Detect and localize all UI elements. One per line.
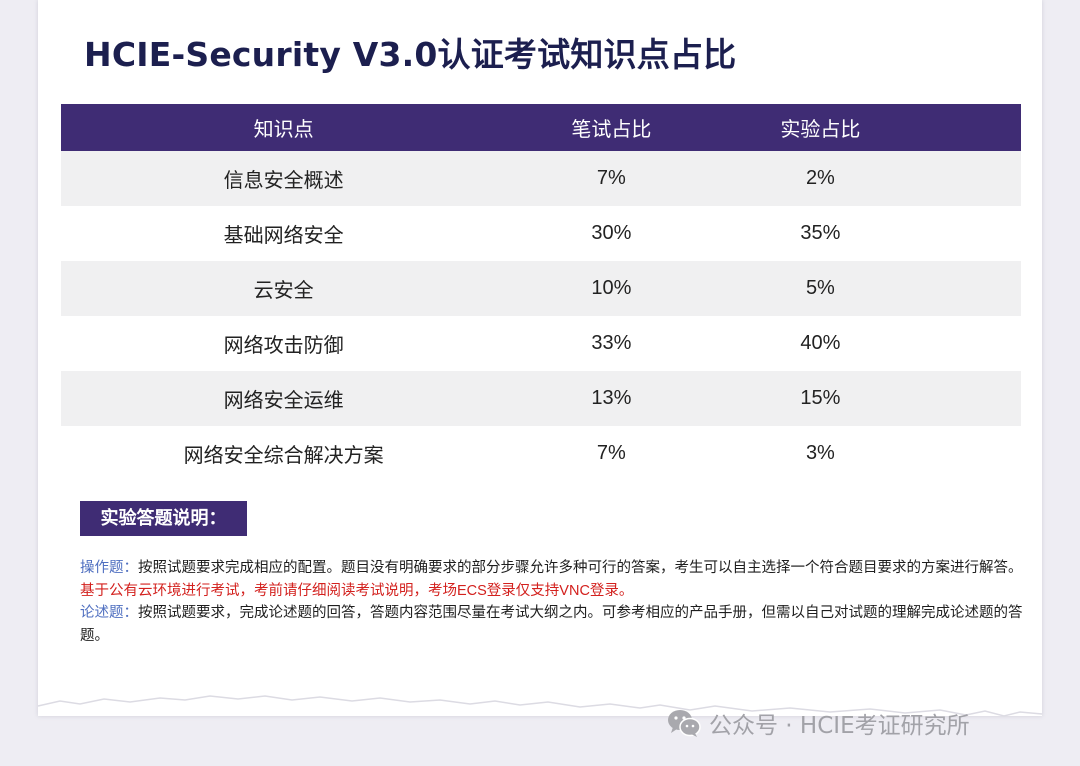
written-ratio-cell: 30% <box>506 206 717 261</box>
topic-cell: 网络安全运维 <box>61 371 507 426</box>
watermark-text: 公众号 · HCIE考证研究所 <box>709 713 970 739</box>
table-row: 信息安全概述 7% 2% <box>61 151 1021 206</box>
essay-label: 论述题： <box>80 605 138 621</box>
lab-instructions-heading: 实验答题说明： <box>80 501 247 536</box>
operation-text: 按照试题要求完成相应的配置。题目没有明确要求的部分步骤允许多种可行的答案，考生可… <box>138 560 1023 576</box>
lab-ratio-cell: 15% <box>716 371 1021 426</box>
lab-ratio-value: 2% <box>805 167 835 189</box>
wechat-watermark: 公众号 · HCIE考证研究所 <box>667 705 970 741</box>
table-row: 网络安全运维 13% 15% <box>61 371 1021 426</box>
column-header-written-ratio: 笔试占比 <box>506 104 717 151</box>
knowledge-ratio-table: 知识点 笔试占比 实验占比 信息安全概述 7% 2% 基础网络安全 30% 35… <box>61 104 1021 481</box>
essay-note: 论述题：按照试题要求，完成论述题的回答，答题内容范围尽量在考试大纲之内。可参考相… <box>80 602 1025 647</box>
lab-instructions-notes: 操作题：按照试题要求完成相应的配置。题目没有明确要求的部分步骤允许多种可行的答案… <box>80 557 1025 647</box>
lab-ratio-cell: 5% <box>716 261 1021 316</box>
operation-warning: 基于公有云环境进行考试，考前请仔细阅读考试说明，考场ECS登录仅支持VNC登录。 <box>80 582 634 599</box>
wechat-icon <box>668 710 701 737</box>
column-header-lab-ratio: 实验占比 <box>716 104 1021 151</box>
lab-ratio-value: 35% <box>800 222 841 244</box>
written-ratio-cell: 33% <box>506 316 717 371</box>
torn-paper-edge <box>37 688 1043 717</box>
lab-ratio-cell: 40% <box>716 316 1021 371</box>
topic-cell: 网络攻击防御 <box>61 316 507 371</box>
topic-cell: 网络安全综合解决方案 <box>61 426 507 481</box>
column-header-lab-ratio-label: 实验占比 <box>780 119 861 141</box>
topic-cell: 信息安全概述 <box>61 151 507 206</box>
lab-ratio-cell: 3% <box>716 426 1021 481</box>
written-ratio-cell: 7% <box>506 426 717 481</box>
table-header-row: 知识点 笔试占比 实验占比 <box>61 104 1021 151</box>
column-header-topic: 知识点 <box>61 104 507 151</box>
table-row: 网络攻击防御 33% 40% <box>61 316 1021 371</box>
written-ratio-cell: 7% <box>506 151 717 206</box>
written-ratio-cell: 13% <box>506 371 717 426</box>
lab-ratio-cell: 2% <box>716 151 1021 206</box>
table-row: 网络安全综合解决方案 7% 3% <box>61 426 1021 481</box>
lab-ratio-value: 15% <box>800 387 841 409</box>
lab-ratio-value: 40% <box>800 332 841 354</box>
essay-text: 按照试题要求，完成论述题的回答，答题内容范围尽量在考试大纲之内。可参考相应的产品… <box>80 605 1023 644</box>
table-row: 基础网络安全 30% 35% <box>61 206 1021 261</box>
table-row: 云安全 10% 5% <box>61 261 1021 316</box>
topic-cell: 基础网络安全 <box>61 206 507 261</box>
written-ratio-cell: 10% <box>506 261 717 316</box>
operation-note: 操作题：按照试题要求完成相应的配置。题目没有明确要求的部分步骤允许多种可行的答案… <box>80 557 1025 602</box>
lab-ratio-cell: 35% <box>716 206 1021 261</box>
lab-ratio-value: 5% <box>805 277 835 299</box>
lab-ratio-value: 3% <box>805 442 835 464</box>
topic-cell: 云安全 <box>61 261 507 316</box>
page-title: HCIE-Security V3.0认证考试知识点占比 <box>84 35 737 74</box>
operation-label: 操作题： <box>80 560 138 576</box>
